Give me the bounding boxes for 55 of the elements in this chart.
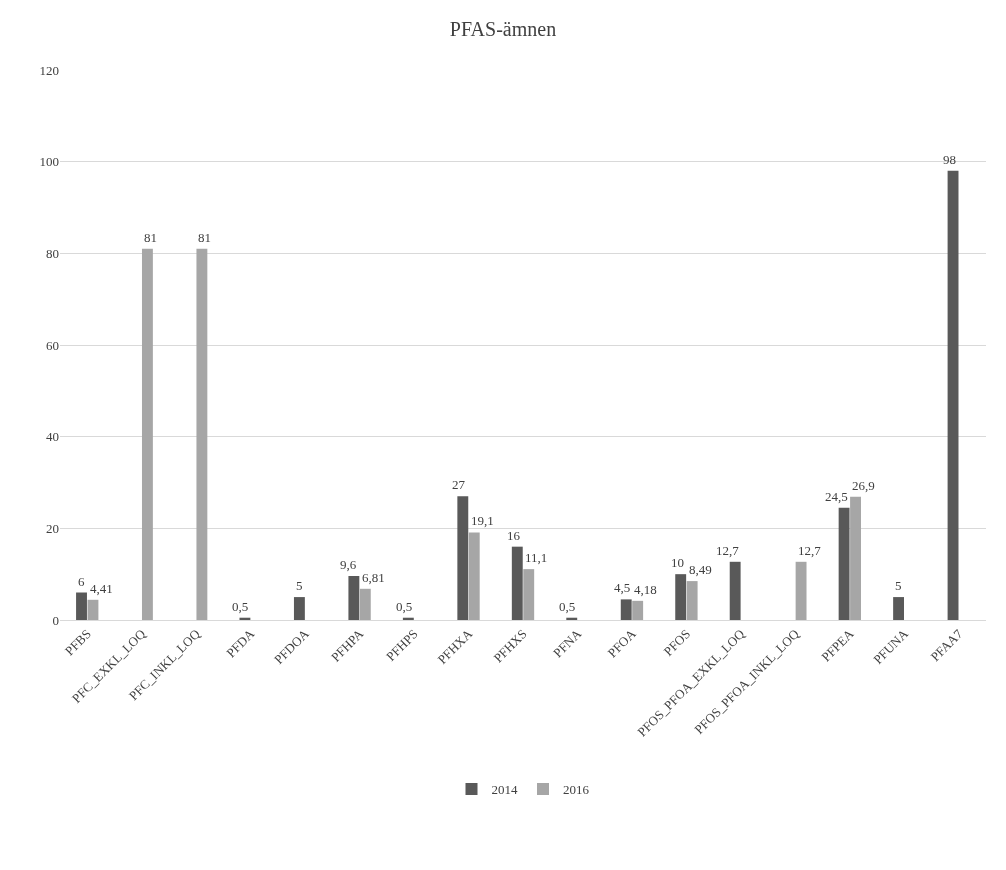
data-label: 5 <box>296 578 303 593</box>
data-label: 19,1 <box>471 513 494 528</box>
data-label: 27 <box>452 477 466 492</box>
data-label: 6,81 <box>362 570 385 585</box>
data-label: 8,49 <box>689 562 712 577</box>
bar <box>523 569 535 620</box>
data-label: 16 <box>507 528 521 543</box>
bar <box>359 588 371 620</box>
bar <box>675 574 687 620</box>
data-label: 4,5 <box>614 580 631 595</box>
y-tick-label: 20 <box>46 520 59 536</box>
bar <box>141 248 153 620</box>
bar <box>686 581 698 620</box>
data-label: 98 <box>943 152 956 167</box>
y-tick-label: 60 <box>46 337 59 353</box>
data-label: 4,41 <box>90 581 113 596</box>
bar <box>468 532 480 620</box>
data-label: 0,5 <box>232 599 249 614</box>
y-tick-label: 120 <box>39 62 59 78</box>
chart-title: PFAS-ämnen <box>449 17 557 40</box>
y-tick-label: 100 <box>39 154 59 170</box>
data-label: 81 <box>198 230 211 245</box>
data-label: 9,6 <box>340 557 357 572</box>
data-label: 12,7 <box>716 543 740 558</box>
bar <box>632 600 644 620</box>
data-label: 81 <box>144 230 157 245</box>
bar <box>838 507 850 620</box>
data-label: 12,7 <box>798 543 822 558</box>
data-label: 11,1 <box>525 550 548 565</box>
data-label: 4,18 <box>634 582 657 597</box>
legend-label: 2016 <box>563 782 590 798</box>
bar <box>76 592 87 620</box>
bar <box>511 546 523 620</box>
bar <box>620 599 632 620</box>
data-label: 10 <box>671 555 684 570</box>
data-label: 26,9 <box>852 478 875 493</box>
legend-label: 2014 <box>491 782 518 798</box>
y-tick-label: 0 <box>52 612 59 628</box>
bar <box>457 496 469 620</box>
bar <box>87 599 99 620</box>
bar <box>729 561 741 620</box>
bar <box>348 576 360 620</box>
bar <box>947 170 959 620</box>
data-label: 6 <box>78 574 85 589</box>
bar <box>196 248 208 620</box>
bar <box>850 496 861 620</box>
y-tick-label: 80 <box>46 245 59 261</box>
data-label: 5 <box>895 578 902 593</box>
data-label: 0,5 <box>396 599 413 614</box>
bar <box>893 597 905 620</box>
data-label: 0,5 <box>559 599 576 614</box>
data-label: 24,5 <box>825 489 848 504</box>
bar <box>795 561 807 620</box>
y-tick-label: 40 <box>46 429 59 445</box>
bar <box>293 597 305 620</box>
